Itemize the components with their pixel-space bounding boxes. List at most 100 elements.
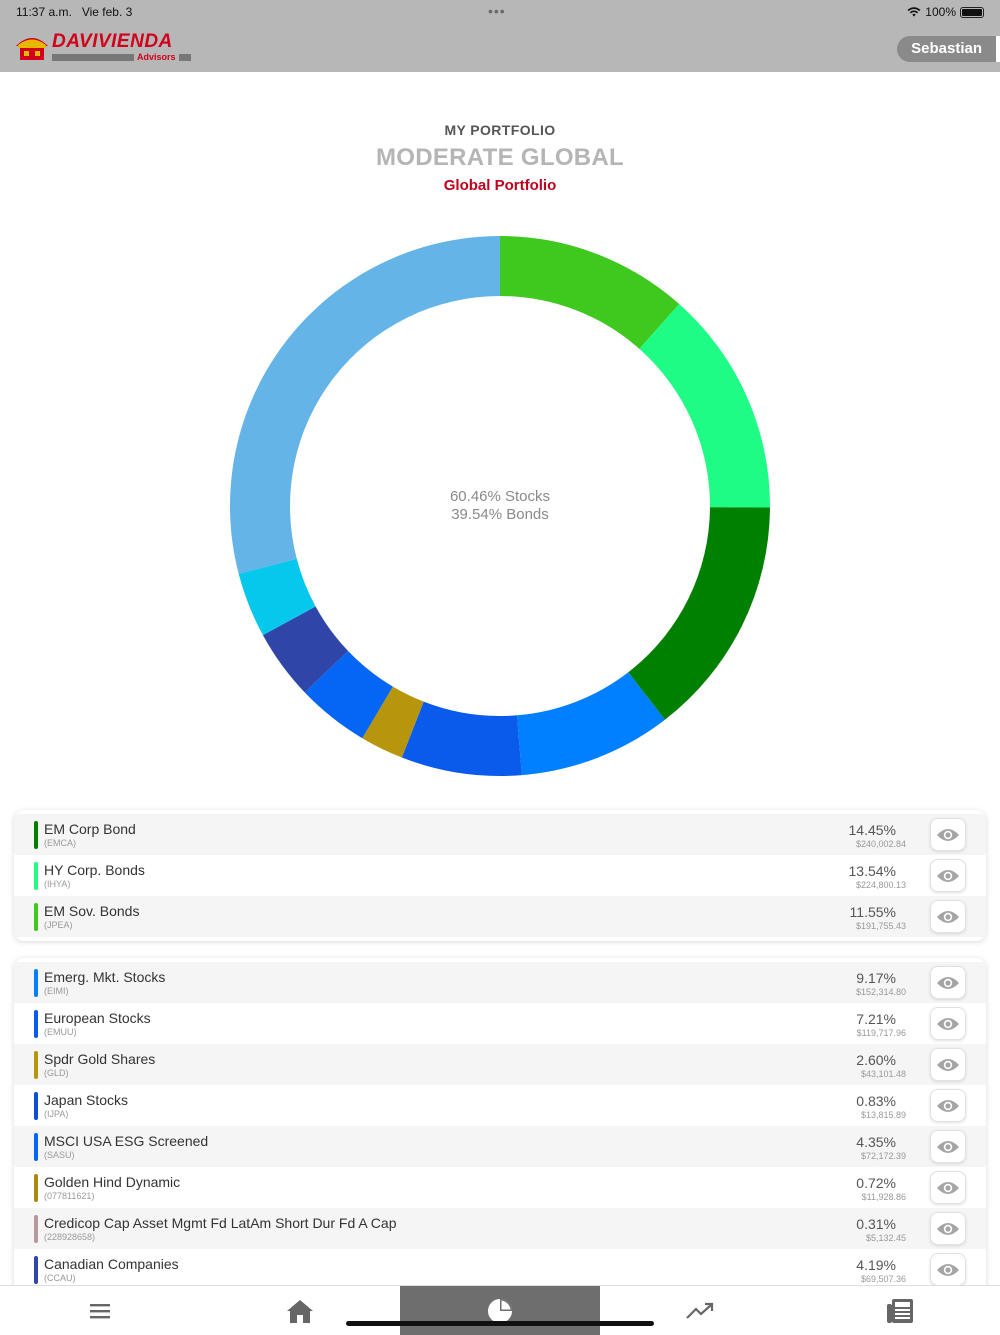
tab-home[interactable]: [200, 1286, 400, 1335]
view-details-button[interactable]: [930, 1212, 966, 1245]
holding-row[interactable]: Spdr Gold Shares (GLD) 2.60% $43,101.48: [14, 1044, 986, 1085]
home-indicator[interactable]: [346, 1321, 654, 1326]
menu-icon: [90, 1303, 110, 1318]
donut-slice[interactable]: [500, 236, 680, 349]
holding-ticker: (EMCA): [44, 838, 76, 848]
holding-ticker: (SASU): [44, 1150, 75, 1160]
holding-row[interactable]: Emerg. Mkt. Stocks (EIMI) 9.17% $152,314.80: [14, 962, 986, 1003]
holding-color-bar: [34, 1010, 38, 1038]
eye-icon: [937, 828, 959, 841]
status-time: 11:37 a.m. Vie feb. 3: [16, 5, 133, 19]
holding-row[interactable]: Japan Stocks (IJPA) 0.83% $13,815.89: [14, 1085, 986, 1126]
holding-ticker: (077811621): [44, 1191, 95, 1201]
portfolio-titles: MY PORTFOLIO MODERATE GLOBAL Global Port…: [0, 122, 1000, 194]
holding-ticker: (EMUU): [44, 1027, 77, 1037]
holding-color-bar: [34, 969, 38, 997]
holding-row[interactable]: Canadian Companies (CCAU) 4.19% $69,507.36: [14, 1249, 986, 1290]
holding-name: Canadian Companies: [44, 1256, 179, 1272]
view-details-button[interactable]: [930, 1253, 966, 1286]
holding-amount: $72,172.39: [860, 1151, 906, 1161]
view-details-button[interactable]: [930, 966, 966, 999]
brand-logo[interactable]: DAVIVIENDA Advisors: [14, 32, 191, 62]
battery-icon: [960, 6, 984, 18]
holding-name: MSCI USA ESG Screened: [44, 1133, 209, 1149]
donut-slice[interactable]: [517, 672, 665, 776]
donut-slice[interactable]: [238, 558, 316, 636]
view-details-button[interactable]: [930, 1007, 966, 1040]
holding-name: EM Sov. Bonds: [44, 903, 140, 919]
holding-percent: 0.83%: [856, 1093, 896, 1109]
eye-icon: [937, 976, 959, 989]
holding-percent: 4.35%: [856, 1134, 896, 1150]
view-details-button[interactable]: [930, 1048, 966, 1081]
tab-performance[interactable]: [600, 1286, 800, 1335]
tab-portfolio[interactable]: [400, 1286, 600, 1335]
bottom-tab-bar: [0, 1285, 1000, 1335]
holding-amount: $5,132.45: [865, 1233, 906, 1243]
holding-color-bar: [34, 1092, 38, 1120]
holding-row[interactable]: Golden Hind Dynamic (077811621) 0.72% $11,9…: [14, 1167, 986, 1208]
wifi-icon: [907, 7, 921, 17]
holding-amount: $11,928.86: [861, 1192, 906, 1202]
donut-slice[interactable]: [304, 651, 393, 739]
eye-icon: [937, 1222, 959, 1235]
view-details-button[interactable]: [930, 1130, 966, 1163]
donut-slice[interactable]: [362, 686, 424, 758]
eye-icon: [937, 1140, 959, 1153]
trend-icon: [686, 1302, 714, 1319]
donut-slice[interactable]: [262, 606, 349, 693]
view-details-button[interactable]: [930, 900, 966, 933]
holding-amount: $224,800.13: [855, 880, 906, 890]
holding-name: Golden Hind Dynamic: [44, 1174, 181, 1190]
app-header: DAVIVIENDA Advisors Sebastian: [0, 24, 1000, 72]
holding-color-bar: [34, 1133, 38, 1161]
stocks-summary: 60.46% Stocks: [449, 488, 551, 505]
holding-row[interactable]: MSCI USA ESG Screened (SASU) 4.35% $72,172.…: [14, 1126, 986, 1167]
pie-chart-icon: [488, 1298, 512, 1323]
eye-icon: [937, 1099, 959, 1112]
holding-name: Credicop Cap Asset Mgmt Fd LatAm Short D…: [44, 1215, 397, 1231]
holding-name: European Stocks: [44, 1010, 151, 1026]
holding-row[interactable]: EM Sov. Bonds (JPEA) 11.55% $191,755.43: [14, 896, 986, 937]
holding-row[interactable]: EM Corp Bond (EMCA) 14.45% $240,002.84: [14, 814, 986, 855]
user-button[interactable]: Sebastian: [897, 36, 1000, 62]
stocks-holdings-card: Emerg. Mkt. Stocks (EIMI) 9.17% $152,314.80…: [14, 958, 986, 1298]
holding-amount: $43,101.48: [860, 1069, 906, 1079]
holding-amount: $240,002.84: [855, 839, 906, 849]
allocation-donut-chart: [230, 236, 770, 776]
donut-slice[interactable]: [401, 701, 522, 776]
holding-row[interactable]: Credicop Cap Asset Mgmt Fd LatAm Short D…: [14, 1208, 986, 1249]
holding-color-bar: [34, 862, 38, 890]
holding-row[interactable]: HY Corp. Bonds (IHYA) 13.54% $224,800.13: [14, 855, 986, 896]
multitask-dots[interactable]: •••: [488, 3, 506, 19]
donut-center-summary: 60.46% Stocks 39.54% Bonds: [350, 488, 650, 524]
view-details-button[interactable]: [930, 1171, 966, 1204]
holding-name: EM Corp Bond: [44, 821, 136, 837]
holding-amount: $191,755.43: [855, 921, 906, 931]
holding-percent: 9.17%: [856, 970, 896, 986]
holding-color-bar: [34, 821, 38, 849]
holding-amount: $69,507.36: [860, 1274, 906, 1284]
house-logo-icon: [16, 38, 48, 60]
holding-ticker: (228928658): [44, 1232, 96, 1242]
eye-icon: [937, 1017, 959, 1030]
tab-news[interactable]: [800, 1286, 1000, 1335]
donut-slice[interactable]: [639, 304, 770, 508]
holding-percent: 14.45%: [848, 822, 896, 838]
donut-slice[interactable]: [230, 236, 500, 574]
portfolio-name[interactable]: Global Portfolio: [443, 177, 557, 194]
holding-percent: 4.19%: [856, 1257, 896, 1273]
view-details-button[interactable]: [930, 1089, 966, 1122]
view-details-button[interactable]: [930, 818, 966, 851]
holding-percent: 0.31%: [856, 1216, 896, 1232]
holding-row[interactable]: European Stocks (EMUU) 7.21% $119,717.96: [14, 1003, 986, 1044]
view-details-button[interactable]: [930, 859, 966, 892]
holding-color-bar: [34, 1051, 38, 1079]
news-icon: [887, 1298, 913, 1323]
tab-menu[interactable]: [0, 1286, 200, 1335]
eye-icon: [937, 1263, 959, 1276]
section-title: MY PORTFOLIO: [444, 122, 556, 138]
status-bar: 11:37 a.m. Vie feb. 3 ••• 100%: [0, 0, 1000, 24]
donut-slice[interactable]: [628, 507, 770, 720]
brand-sub: Advisors: [137, 52, 176, 62]
